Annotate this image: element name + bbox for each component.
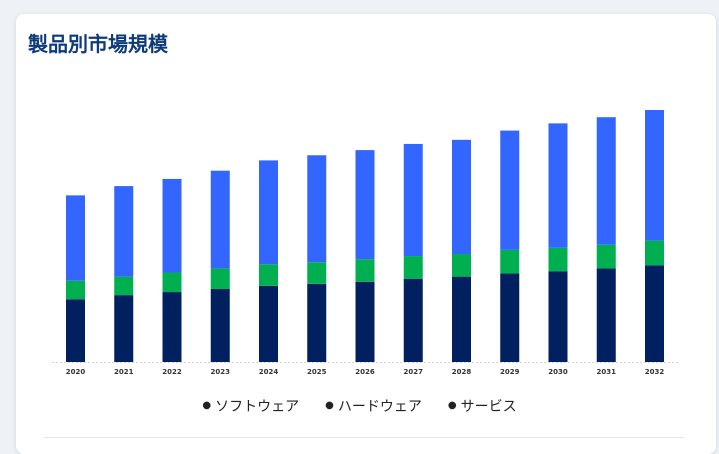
bar-hardware-2027[interactable] <box>403 256 423 279</box>
bar-hardware-2032[interactable] <box>645 240 664 266</box>
bar-software-2021[interactable] <box>114 186 134 277</box>
chart-title: 製品別市場規模 <box>28 32 168 56</box>
x-tick-label: 2032 <box>645 368 665 376</box>
bar-software-2029[interactable] <box>500 130 520 250</box>
bar-service-2031[interactable] <box>596 268 616 362</box>
bar-hardware-2026[interactable] <box>355 259 375 282</box>
bar-software-2020[interactable] <box>66 195 85 281</box>
chart-legend: ● ソフトウェア ● ハードウェア ● サービス <box>0 396 719 416</box>
bar-hardware-2030[interactable] <box>548 247 568 272</box>
bar-software-2028[interactable] <box>452 139 471 254</box>
bar-hardware-2021[interactable] <box>114 276 134 296</box>
x-tick-label: 2020 <box>66 368 86 376</box>
bullet-icon: ● <box>325 400 334 411</box>
bar-software-2027[interactable] <box>403 143 423 257</box>
bar-hardware-2031[interactable] <box>596 244 616 269</box>
bar-software-2024[interactable] <box>259 160 278 265</box>
bar-hardware-2024[interactable] <box>259 264 278 286</box>
bar-hardware-2029[interactable] <box>500 249 520 274</box>
legend-item-software[interactable]: ● ソフトウェア <box>202 396 299 416</box>
bar-software-2031[interactable] <box>596 117 616 245</box>
x-tick-label: 2029 <box>500 368 520 376</box>
bar-chart: 2020 2021 2022 2023 2024 2025 2026 2027 2028 2029… <box>52 110 680 376</box>
bar-service-2026[interactable] <box>355 281 375 362</box>
x-tick-label: 2028 <box>452 368 472 376</box>
x-tick-label: 2021 <box>114 368 134 376</box>
bar-software-2023[interactable] <box>210 170 230 269</box>
legend-label: ソフトウェア <box>215 399 300 415</box>
bar-service-2023[interactable] <box>210 288 230 362</box>
bar-service-2021[interactable] <box>114 295 134 362</box>
bar-service-2032[interactable] <box>645 265 664 362</box>
bar-service-2030[interactable] <box>548 271 568 362</box>
bar-service-2029[interactable] <box>500 273 520 362</box>
bar-hardware-2028[interactable] <box>452 254 471 277</box>
bar-software-2025[interactable] <box>307 155 327 263</box>
divider <box>44 437 684 438</box>
bar-hardware-2023[interactable] <box>210 268 230 289</box>
x-tick-label: 2030 <box>548 368 568 376</box>
x-tick-label: 2022 <box>162 368 182 376</box>
x-tick-label: 2023 <box>211 368 231 376</box>
bar-software-2026[interactable] <box>355 150 375 260</box>
bar-service-2024[interactable] <box>259 285 278 362</box>
bar-hardware-2022[interactable] <box>162 272 182 293</box>
bar-service-2028[interactable] <box>452 276 471 362</box>
x-axis-ticks: 2020 2021 2022 2023 2024 2025 2026 2027 2028 2029… <box>66 368 665 376</box>
x-tick-label: 2027 <box>404 368 424 376</box>
bar-service-2020[interactable] <box>66 299 85 362</box>
bar-service-2027[interactable] <box>403 278 423 362</box>
legend-item-hardware[interactable]: ● ハードウェア <box>325 396 422 416</box>
bar-service-2022[interactable] <box>162 292 182 362</box>
x-tick-label: 2024 <box>259 368 279 376</box>
bar-software-2022[interactable] <box>162 178 182 273</box>
x-tick-label: 2025 <box>307 368 327 376</box>
bars-group <box>66 110 664 362</box>
bullet-icon: ● <box>202 400 212 411</box>
x-tick-label: 2031 <box>597 368 617 376</box>
bullet-icon: ● <box>447 400 457 411</box>
bar-hardware-2025[interactable] <box>307 262 327 284</box>
legend-item-service[interactable]: ● サービス <box>448 396 517 416</box>
bar-hardware-2020[interactable] <box>66 280 85 300</box>
legend-label: サービス <box>460 399 517 415</box>
bar-software-2032[interactable] <box>645 110 664 241</box>
x-tick-label: 2026 <box>355 368 375 376</box>
bar-software-2030[interactable] <box>548 123 568 248</box>
bar-service-2025[interactable] <box>307 283 327 362</box>
legend-label: ハードウェア <box>337 399 422 415</box>
